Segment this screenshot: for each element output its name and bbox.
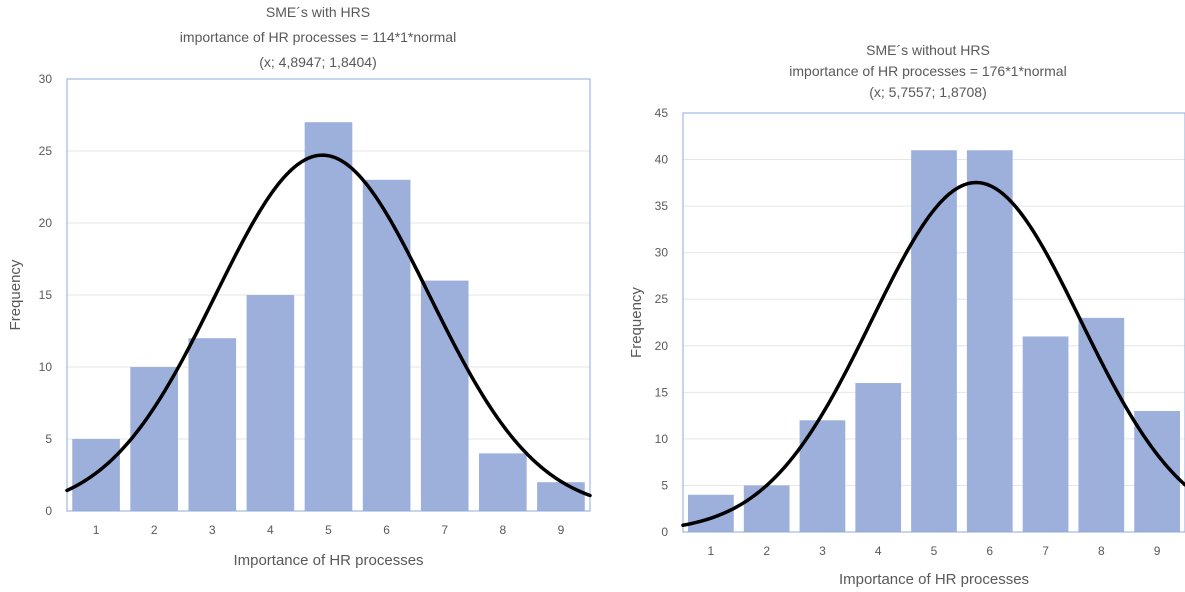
bar <box>479 453 527 511</box>
bar <box>743 485 790 532</box>
y-tick-label: 0 <box>661 525 668 539</box>
bar <box>362 179 411 512</box>
y-tick-label: 45 <box>655 106 669 120</box>
chart-title-line: importance of HR processes = 114*1*norma… <box>180 29 456 45</box>
x-tick-label: 2 <box>763 544 770 558</box>
x-tick-label: 9 <box>1154 544 1161 558</box>
y-tick-label: 20 <box>655 339 669 353</box>
chart-title-line: (x; 4,8947; 1,8404) <box>259 54 377 70</box>
x-axis-title: Importance of HR processes <box>233 552 423 569</box>
x-tick-label: 5 <box>931 544 938 558</box>
normal-fit-curve <box>681 180 1185 527</box>
bar <box>420 280 469 511</box>
x-tick-label: 8 <box>1098 544 1105 558</box>
plot-border <box>682 112 1185 533</box>
bar <box>304 122 353 511</box>
x-tick-label: 8 <box>499 523 506 537</box>
y-axis-title: Frequency <box>7 259 24 330</box>
chart-2: SME´s without HRS importance of HR proces… <box>628 42 1185 588</box>
y-tick-label: 40 <box>655 153 669 167</box>
y-tick-label: 30 <box>39 72 53 86</box>
y-tick-label: 25 <box>39 144 53 158</box>
normal-fit-curve <box>65 153 592 498</box>
y-tick-label: 30 <box>655 246 669 260</box>
y-tick-label: 10 <box>39 360 53 374</box>
chart-title-line: importance of HR processes = 176*1*norma… <box>789 63 1066 79</box>
x-tick-label: 5 <box>325 523 332 537</box>
bar <box>911 150 957 532</box>
x-tick-label: 3 <box>209 523 216 537</box>
x-tick-label: 4 <box>875 544 882 558</box>
chart-title-line: SME´s without HRS <box>866 42 990 58</box>
bar <box>130 367 178 511</box>
y-tick-label: 0 <box>45 504 52 518</box>
y-tick-label: 5 <box>45 432 52 446</box>
x-tick-label: 3 <box>819 544 826 558</box>
x-tick-label: 4 <box>267 523 274 537</box>
x-tick-label: 7 <box>1042 544 1049 558</box>
bar <box>1022 336 1069 532</box>
x-tick-label: 6 <box>383 523 390 537</box>
bar <box>966 150 1013 532</box>
x-tick-label: 6 <box>986 544 993 558</box>
chart-title-line: (x; 5,7557; 1,8708) <box>869 84 987 100</box>
y-tick-label: 20 <box>39 216 53 230</box>
bar <box>246 295 295 511</box>
plot-border <box>66 78 591 512</box>
bar <box>188 338 237 511</box>
x-tick-label: 1 <box>708 544 715 558</box>
y-tick-label: 25 <box>655 292 669 306</box>
chart-1: SME´s with HRS importance of HR processes… <box>7 4 592 569</box>
x-axis-title: Importance of HR processes <box>839 571 1029 588</box>
y-tick-label: 35 <box>655 199 669 213</box>
chart-title-line: SME´s with HRS <box>266 4 370 20</box>
x-tick-label: 7 <box>441 523 448 537</box>
y-tick-label: 15 <box>655 385 669 399</box>
bar <box>537 482 585 511</box>
y-tick-label: 15 <box>39 288 53 302</box>
y-tick-label: 5 <box>661 478 668 492</box>
x-tick-label: 2 <box>151 523 158 537</box>
bar <box>855 383 902 532</box>
y-tick-label: 10 <box>655 432 669 446</box>
bar <box>1078 317 1125 532</box>
y-axis-title: Frequency <box>628 287 645 358</box>
x-tick-label: 9 <box>558 523 565 537</box>
x-tick-label: 1 <box>93 523 100 537</box>
